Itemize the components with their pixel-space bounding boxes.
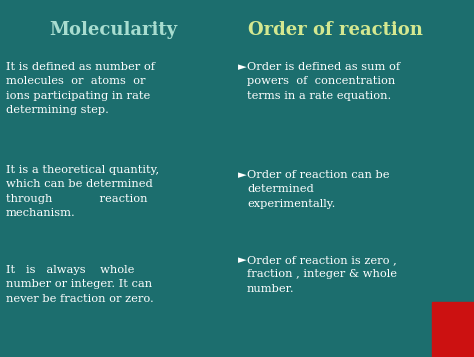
Text: It   is   always    whole
number or integer. It can
never be fraction or zero.: It is always whole number or integer. It… [6, 265, 154, 304]
Text: ►: ► [238, 255, 247, 265]
Text: Order of reaction is zero ,
fraction , integer & whole
number.: Order of reaction is zero , fraction , i… [247, 255, 397, 294]
Text: Molecularity: Molecularity [49, 21, 177, 39]
Text: Order of reaction: Order of reaction [247, 21, 422, 39]
Text: ►: ► [238, 62, 247, 72]
Text: It is defined as number of
molecules  or  atoms  or
ions participating in rate
d: It is defined as number of molecules or … [6, 62, 155, 115]
Text: Order of reaction can be
determined
experimentally.: Order of reaction can be determined expe… [247, 170, 390, 209]
Bar [432, 302, 474, 357]
Text: It is a theoretical quantity,
which can be determined
through             reacti: It is a theoretical quantity, which can … [6, 165, 159, 218]
Text: Order is defined as sum of
powers  of  concentration
terms in a rate equation.: Order is defined as sum of powers of con… [247, 62, 400, 101]
Text: ►: ► [238, 170, 247, 180]
